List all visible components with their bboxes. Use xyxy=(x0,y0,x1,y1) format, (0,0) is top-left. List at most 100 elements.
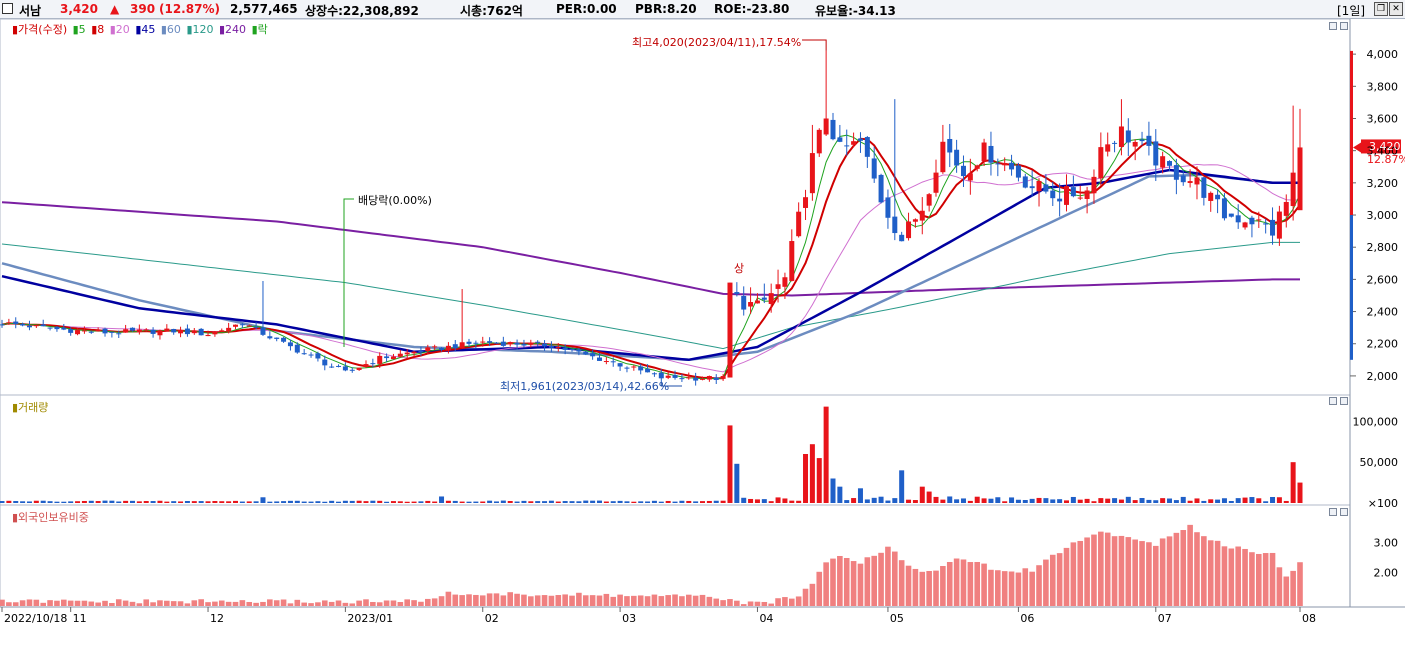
candle-body xyxy=(233,324,239,327)
volume-bar xyxy=(445,500,451,503)
foreign-bar xyxy=(775,598,781,606)
legend-ma45[interactable]: ▮45 xyxy=(135,23,156,36)
close-icon[interactable]: ✕ xyxy=(1389,2,1403,16)
period-selector[interactable]: [1일] xyxy=(1337,4,1366,18)
foreign-bar xyxy=(459,595,465,606)
foreign-bar xyxy=(706,596,713,606)
foreign-bar xyxy=(644,596,651,606)
legend-ma5[interactable]: ▮5 xyxy=(72,23,86,36)
candle-body xyxy=(267,336,273,339)
candle-body xyxy=(1050,190,1056,199)
legend-ma8[interactable]: ▮8 xyxy=(91,23,105,36)
foreign-bar xyxy=(452,594,459,606)
candle-body xyxy=(596,357,602,361)
foreign-bar xyxy=(1180,530,1187,606)
candle-body xyxy=(1091,176,1097,194)
volume-bar xyxy=(1146,499,1152,503)
select-checkbox[interactable] xyxy=(2,3,13,14)
candle-body xyxy=(720,376,726,379)
candle-body xyxy=(329,366,335,368)
candle-body xyxy=(40,324,46,327)
price-tick-label: 3,800 xyxy=(1367,80,1399,93)
candle-body xyxy=(1043,184,1049,192)
pane-close-icon[interactable] xyxy=(1340,22,1348,30)
foreign-bar xyxy=(720,600,726,606)
foreign-pane-close-icon[interactable] xyxy=(1340,508,1348,516)
foreign-bar xyxy=(342,602,349,606)
candle-body xyxy=(631,366,637,368)
foreign-bar xyxy=(1077,540,1084,606)
volume-bar xyxy=(960,498,966,503)
candle-body xyxy=(507,342,513,345)
foreign-bar xyxy=(26,599,33,606)
foreign-bar xyxy=(260,601,266,606)
foreign-bar xyxy=(239,600,246,606)
foreign-bar xyxy=(370,601,376,606)
foreign-bar xyxy=(1084,537,1090,606)
ma120-line xyxy=(1,241,1300,350)
volume-bar xyxy=(377,500,383,503)
legend-dividend[interactable]: ▮락 xyxy=(251,23,268,36)
price-tick-label: 2,200 xyxy=(1367,338,1399,351)
legend-price[interactable]: ▮가격(수정) xyxy=(12,23,68,36)
volume-bar xyxy=(150,501,156,503)
price-tick-label: 4,000 xyxy=(1367,48,1399,61)
foreign-bar xyxy=(47,600,53,606)
foreign-bar xyxy=(747,601,754,606)
volume-pane-close-icon[interactable] xyxy=(1340,397,1348,405)
legend-ma60[interactable]: ▮60 xyxy=(160,23,181,36)
foreign-pane-minimize-icon[interactable] xyxy=(1329,508,1337,516)
foreign-bar xyxy=(1036,565,1042,606)
volume-bar xyxy=(75,501,81,503)
volume-legend[interactable]: ▮거래량 xyxy=(12,401,49,414)
legend-ma20[interactable]: ▮20 xyxy=(109,23,130,36)
candle-body xyxy=(1077,197,1083,199)
candle-body xyxy=(493,342,499,344)
candle-body xyxy=(102,328,108,334)
foreign-bar xyxy=(136,603,143,606)
foreign-bar xyxy=(253,602,259,606)
legend-ma240[interactable]: ▮240 xyxy=(219,23,247,36)
candle-body xyxy=(205,334,211,337)
candle-body xyxy=(1139,139,1145,142)
volume-bar xyxy=(356,500,362,503)
volume-bar xyxy=(830,478,836,503)
foreign-bar xyxy=(830,558,836,606)
volume-bar xyxy=(562,501,568,503)
volume-bar xyxy=(803,454,809,503)
volume-bar xyxy=(370,500,376,503)
volume-bar xyxy=(727,425,733,503)
foreign-bar xyxy=(411,600,417,606)
legend-ma120[interactable]: ▮120 xyxy=(186,23,214,36)
volume-bar xyxy=(493,501,499,503)
volume-bar xyxy=(631,501,637,503)
foreign-tick-label: 3.00 xyxy=(1374,536,1399,549)
volume-bar xyxy=(136,501,142,503)
foreign-bar xyxy=(445,591,452,606)
candle-body xyxy=(336,365,342,367)
volume-pane-minimize-icon[interactable] xyxy=(1329,397,1337,405)
foreign-bar xyxy=(692,595,699,606)
volume-bar xyxy=(809,444,815,503)
volume-bar xyxy=(892,498,898,503)
pane-minimize-icon[interactable] xyxy=(1329,22,1337,30)
restore-window-icon[interactable]: ❐ xyxy=(1374,2,1388,16)
candle-body xyxy=(20,323,26,326)
volume-bar xyxy=(610,501,616,503)
foreign-legend[interactable]: ▮외국인보유비중 xyxy=(12,511,89,524)
candle-body xyxy=(425,347,431,352)
foreign-bar xyxy=(267,599,273,606)
foreign-bar xyxy=(534,595,541,606)
volume-bar xyxy=(20,501,26,503)
foreign-bar xyxy=(177,601,184,606)
volume-bar xyxy=(487,500,493,503)
candle-body xyxy=(1208,192,1214,201)
foreign-bar xyxy=(81,600,88,606)
candle-body xyxy=(1263,223,1269,225)
change-pct: (12.87%) xyxy=(159,2,220,16)
candle-body xyxy=(761,297,767,300)
volume-bar xyxy=(219,501,225,503)
candle-body xyxy=(198,328,204,336)
volume-bar xyxy=(823,406,829,503)
